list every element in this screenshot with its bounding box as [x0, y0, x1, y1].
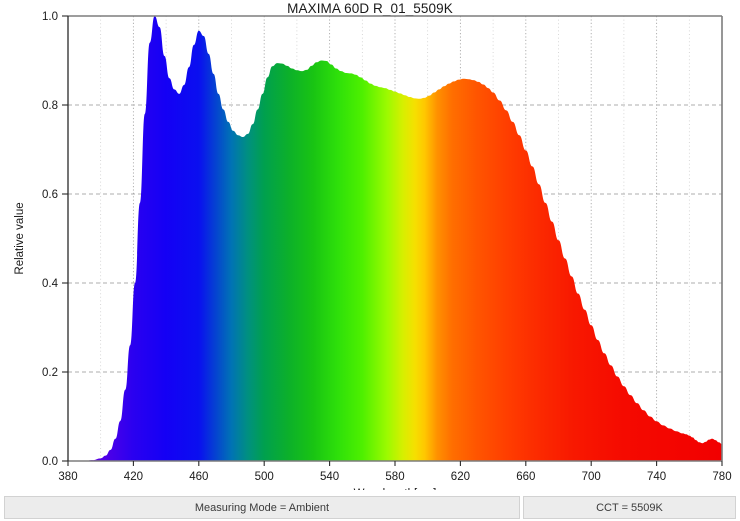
spectral-curve-area: [68, 16, 722, 461]
svg-text:460: 460: [189, 471, 208, 483]
svg-text:620: 620: [451, 471, 470, 483]
svg-text:780: 780: [712, 471, 731, 483]
y-axis-title: Relative value: [14, 202, 26, 274]
measuring-mode-cell: Measuring Mode = Ambient: [4, 496, 520, 519]
svg-text:0.4: 0.4: [42, 278, 59, 290]
svg-text:660: 660: [516, 471, 535, 483]
x-axis-title: Wavelength[nm]: [354, 488, 437, 490]
svg-text:1.0: 1.0: [42, 11, 58, 23]
chart-canvas: 380 420 460 500 540 580 620 660 700 740 780 0.0 0.2 0…: [14, 11, 732, 490]
svg-text:500: 500: [255, 471, 274, 483]
spectral-power-distribution-chart: 380 420 460 500 540 580 620 660 700 740 780 0.0 0.2 0…: [14, 11, 732, 490]
cct-cell: CCT = 5509K: [523, 496, 736, 519]
svg-text:420: 420: [124, 471, 143, 483]
svg-text:0.2: 0.2: [42, 367, 58, 379]
status-bar: Measuring Mode = Ambient CCT = 5509K: [0, 496, 740, 521]
svg-text:740: 740: [647, 471, 666, 483]
page-title: MAXIMA 60D R_01_5509K: [287, 1, 453, 16]
svg-text:700: 700: [582, 471, 601, 483]
svg-text:0.8: 0.8: [42, 100, 58, 112]
svg-text:0.0: 0.0: [42, 456, 58, 468]
svg-text:380: 380: [58, 471, 77, 483]
svg-text:0.6: 0.6: [42, 189, 58, 201]
svg-text:580: 580: [385, 471, 404, 483]
svg-text:540: 540: [320, 471, 339, 483]
